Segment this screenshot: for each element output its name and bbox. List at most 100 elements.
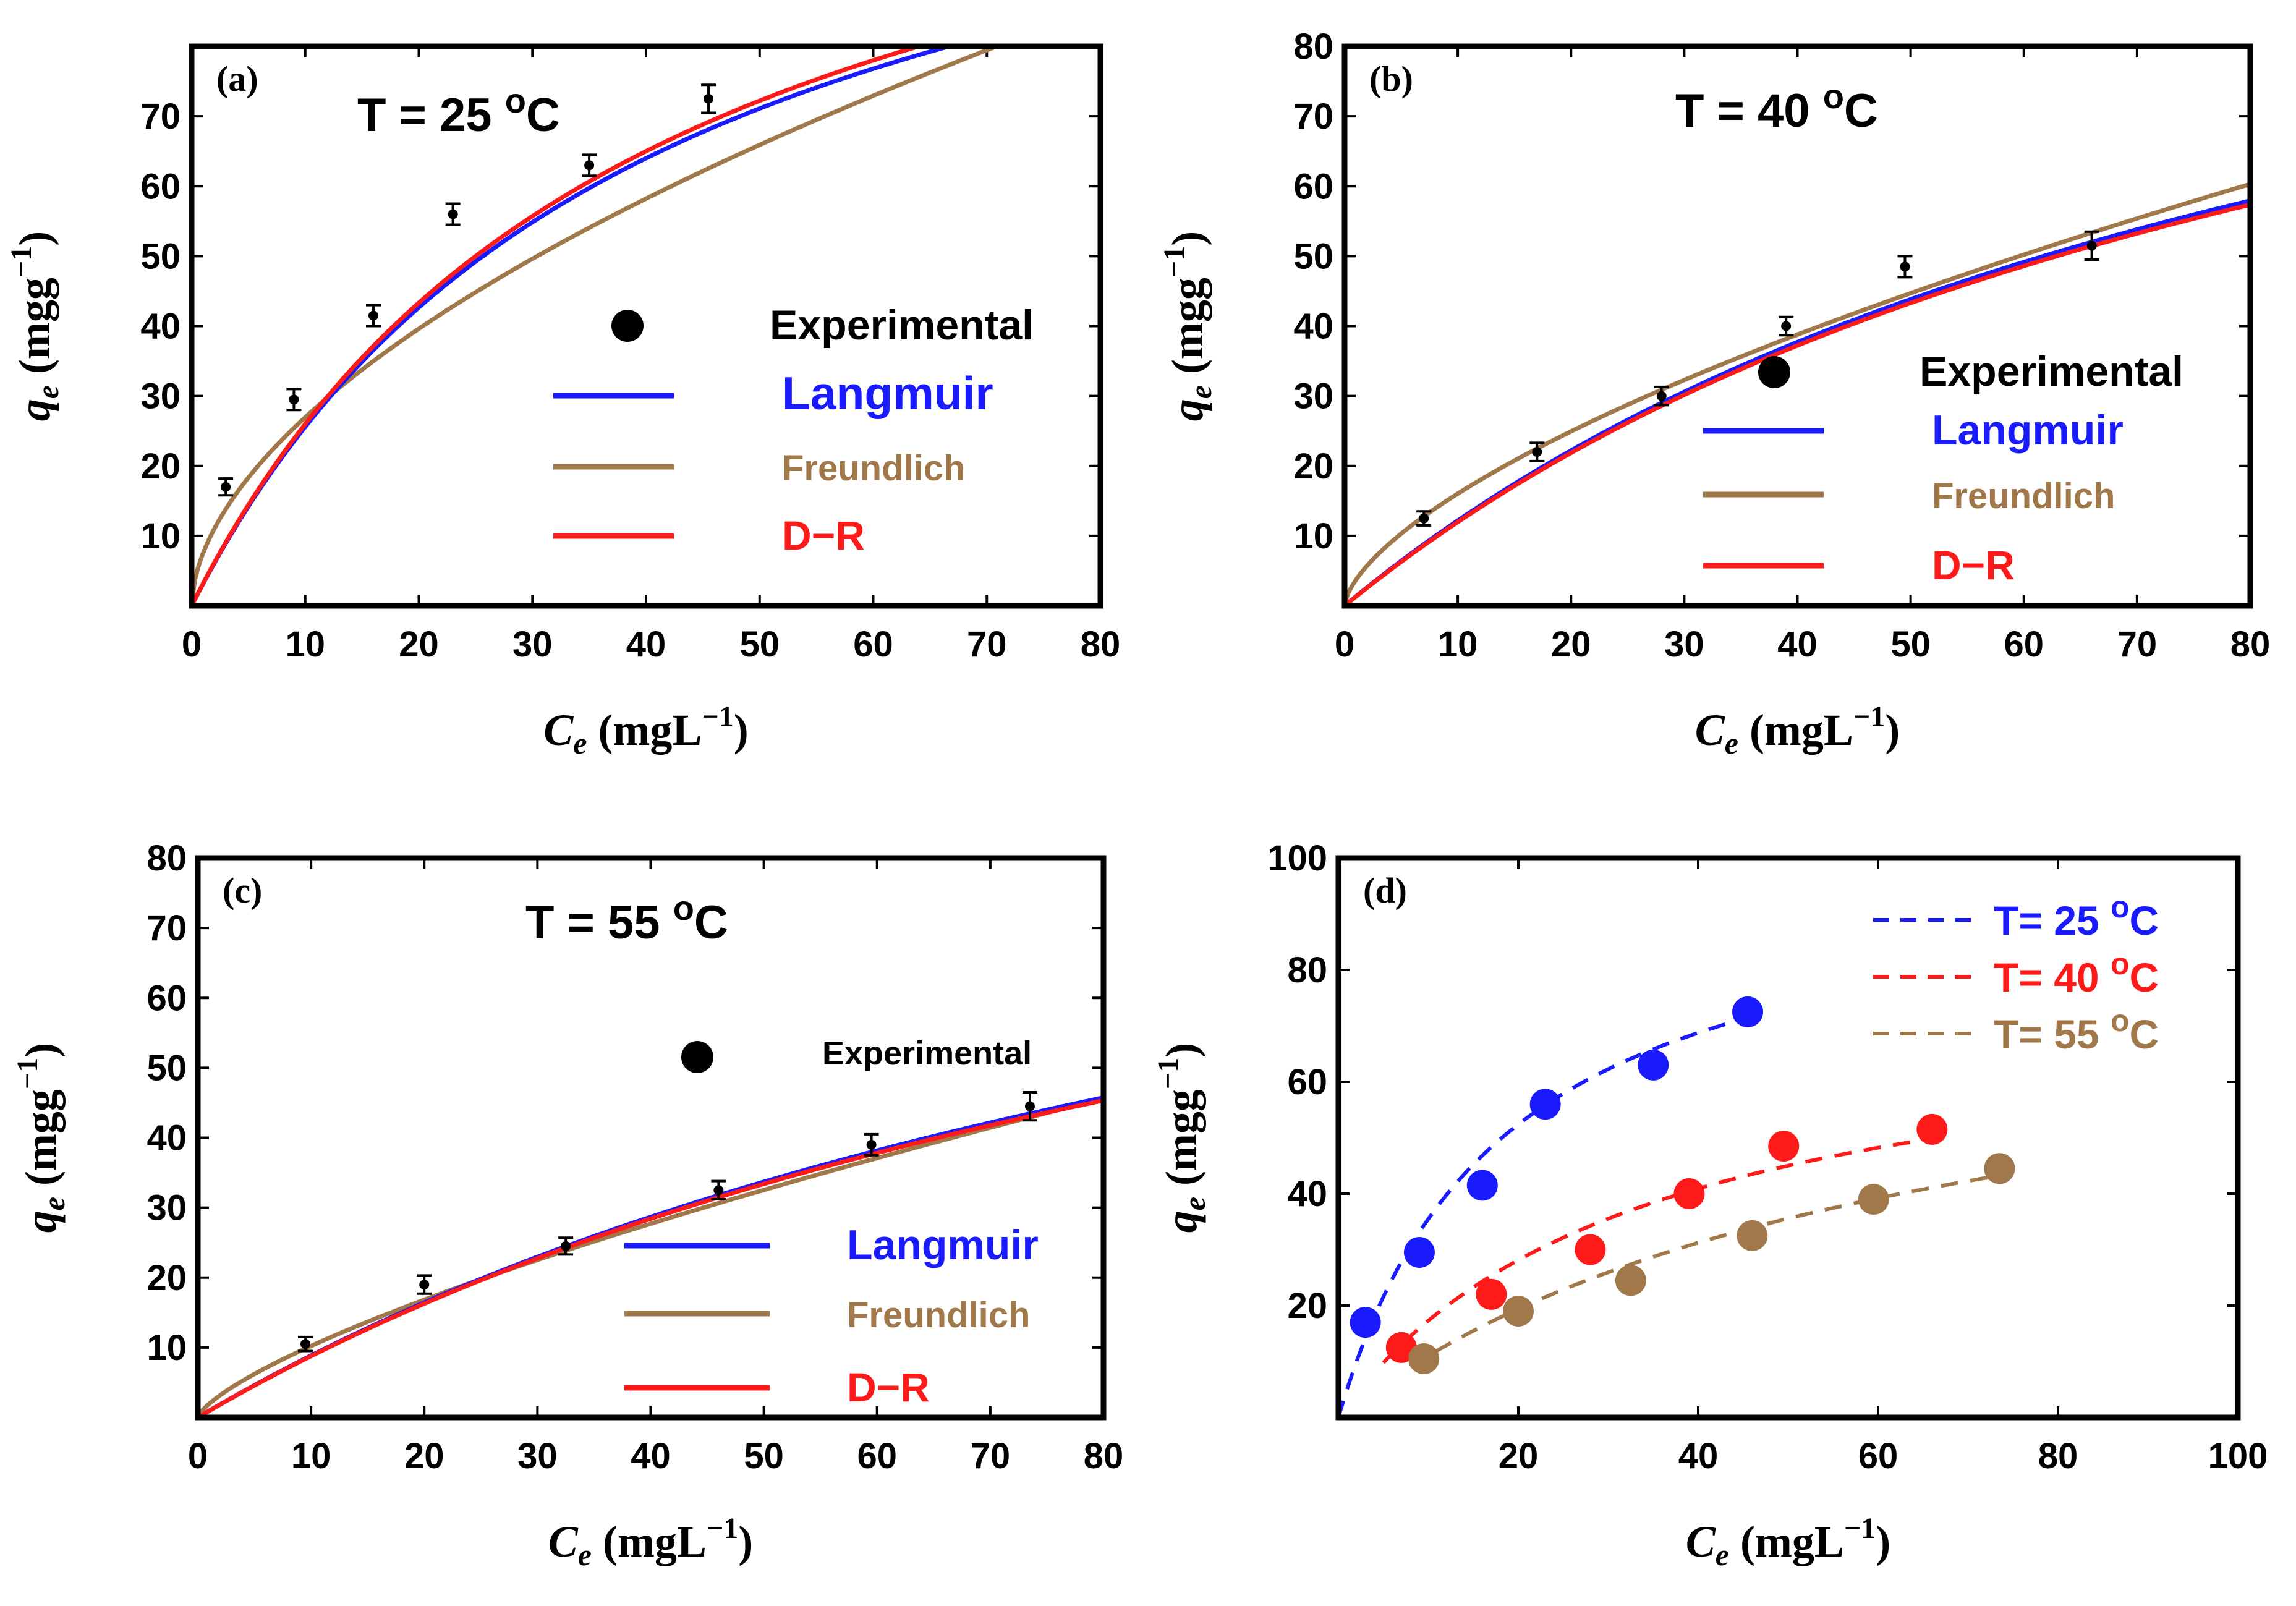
experimental-point <box>289 394 299 405</box>
experimental-point <box>584 160 595 171</box>
legend-experimental-marker <box>681 1041 713 1073</box>
y-tick-label: 70 <box>1293 96 1333 137</box>
x-axis-close: ) <box>1876 1517 1890 1566</box>
y-axis-subscript: e <box>30 385 65 399</box>
temperature-unit: C <box>526 89 560 142</box>
y-tick-label: 40 <box>140 307 181 347</box>
experimental-point <box>704 93 714 104</box>
experimental-point <box>419 1280 430 1290</box>
data-point-t40 <box>1575 1234 1606 1265</box>
x-tick-label: 50 <box>1890 624 1931 665</box>
freundlich-curve <box>198 1096 1103 1417</box>
x-tick-label: 0 <box>188 1436 208 1476</box>
data-point-t55 <box>1615 1265 1646 1296</box>
y-axis-units: (mgg <box>10 278 59 385</box>
legend-dr-label: D−R <box>847 1364 930 1410</box>
x-axis-symbol: C <box>1686 1517 1716 1566</box>
y-axis-symbol: q <box>1157 1210 1206 1233</box>
x-tick-label: 20 <box>399 624 439 665</box>
degree-symbol: o <box>505 81 526 120</box>
plot-frame <box>1341 43 2253 609</box>
y-axis-superscript: −1 <box>1152 1058 1184 1089</box>
y-tick-label: 20 <box>1293 446 1333 486</box>
y-tick-label: 80 <box>1287 950 1327 990</box>
y-tick-label: 60 <box>140 166 181 206</box>
experimental-point <box>1419 513 1429 524</box>
y-tick-label: 70 <box>147 908 187 948</box>
x-axis-title: Ce (mgL−1) <box>548 1512 754 1572</box>
data-point-t55 <box>1737 1220 1768 1251</box>
x-axis-units: (mgL <box>1738 705 1853 755</box>
legend-temp: T= 25 <box>1994 898 2111 943</box>
temperature-value: T = 55 <box>525 896 673 949</box>
plot-frame <box>195 855 1107 1421</box>
x-tick-label: 80 <box>2230 624 2271 665</box>
x-tick-label: 40 <box>1777 624 1818 665</box>
x-axis-title: Ce (mgL−1) <box>543 700 749 760</box>
x-axis-superscript: −1 <box>707 1512 738 1545</box>
experimental-point <box>561 1241 571 1251</box>
x-tick-label: 40 <box>1678 1436 1719 1476</box>
x-axis-symbol: C <box>1695 705 1725 755</box>
y-tick-label: 60 <box>1287 1062 1327 1102</box>
experimental-point <box>221 482 231 492</box>
legend-experimental-label: Experimental <box>822 1035 1032 1072</box>
data-point-t25 <box>1732 996 1764 1027</box>
x-axis-close: ) <box>1885 705 1900 755</box>
experimental-point <box>1900 261 1910 272</box>
x-axis-title: Ce (mgL−1) <box>1695 700 1900 760</box>
data-point-t25 <box>1638 1049 1669 1081</box>
y-axis-superscript: −1 <box>1158 246 1191 278</box>
x-tick-label: 70 <box>967 624 1007 665</box>
langmuir-curve <box>1345 198 2250 606</box>
temperature-title: T = 25 oC <box>357 81 560 142</box>
x-axis-title: Ce (mgL−1) <box>1686 1512 1891 1572</box>
legend-freundlich-label: Freundlich <box>847 1295 1030 1335</box>
experimental-point <box>368 310 378 321</box>
y-tick-label: 20 <box>1287 1286 1327 1326</box>
y-axis-superscript: −1 <box>5 246 38 278</box>
experimental-point <box>1656 391 1667 401</box>
legend-label-t25: T= 25 oC <box>1994 890 2159 943</box>
temperature-value: T = 40 <box>1675 85 1823 137</box>
legend-label-t40: T= 40 oC <box>1994 946 2159 1000</box>
x-axis-units: (mgL <box>592 1517 707 1566</box>
x-tick-label: 60 <box>1858 1436 1898 1476</box>
y-axis-close: ) <box>1157 1043 1206 1058</box>
plot-frame <box>1335 855 2241 1421</box>
y-tick-label: 60 <box>1293 166 1333 206</box>
x-axis-close: ) <box>738 1517 753 1566</box>
x-tick-label: 70 <box>971 1436 1011 1476</box>
y-tick-label: 10 <box>140 516 181 556</box>
experimental-point <box>1532 447 1542 457</box>
experimental-point <box>713 1185 724 1196</box>
x-tick-label: 80 <box>2038 1436 2078 1476</box>
experimental-point <box>1024 1101 1035 1111</box>
x-tick-label: 80 <box>1081 624 1121 665</box>
y-axis-units: (mgg <box>1157 1089 1206 1197</box>
data-point-t40 <box>1673 1178 1705 1209</box>
legend-experimental-marker <box>1758 356 1790 388</box>
model-curves <box>192 46 1003 606</box>
x-tick-label: 20 <box>1551 624 1591 665</box>
y-tick-label: 80 <box>147 838 187 878</box>
y-axis-title: qe (mgg−1) <box>1152 1043 1212 1233</box>
x-tick-label: 80 <box>1084 1436 1124 1476</box>
x-tick-label: 60 <box>857 1436 897 1476</box>
x-tick-label: 50 <box>744 1436 784 1476</box>
panel-b: 0 10 20 30 40 50 60 70 80 10 20 30 40 50 60 70 80 Ce (mgL… <box>1158 27 2270 760</box>
y-axis-title: qe (mgg−1) <box>5 231 65 422</box>
data-point-t25 <box>1403 1237 1435 1268</box>
panel-label: (d) <box>1363 870 1407 911</box>
experimental-point <box>448 209 458 219</box>
y-tick-label: 50 <box>147 1048 187 1088</box>
y-axis-symbol: q <box>10 399 59 421</box>
y-axis-title: qe (mgg−1) <box>11 1043 71 1233</box>
x-tick-label: 0 <box>1335 624 1354 665</box>
y-axis-subscript: e <box>1183 385 1218 399</box>
y-axis-units: (mgg <box>1163 278 1212 385</box>
y-axis-symbol: q <box>1163 399 1212 421</box>
data-point-t25 <box>1466 1170 1498 1201</box>
x-axis-superscript: −1 <box>1853 700 1885 733</box>
x-tick-label: 40 <box>626 624 666 665</box>
